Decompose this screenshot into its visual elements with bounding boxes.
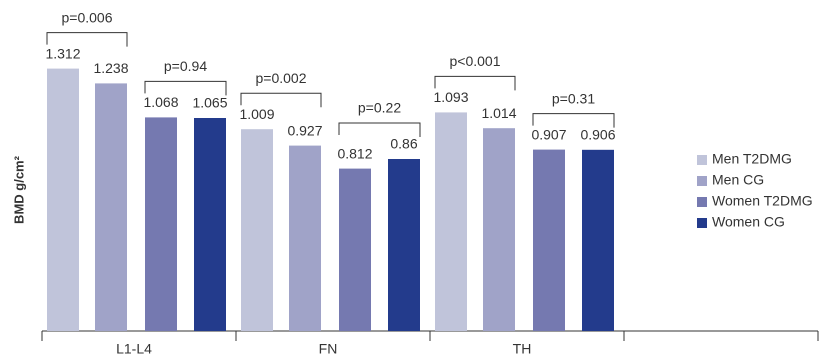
value-label: 1.238	[93, 60, 128, 76]
bar	[582, 149, 614, 331]
bar	[483, 128, 515, 331]
value-label: 0.906	[580, 127, 615, 143]
significance-bracket	[532, 113, 615, 128]
value-label: 1.014	[481, 105, 516, 121]
bar	[289, 145, 321, 331]
legend-swatch	[697, 197, 707, 207]
legend-label: Men T2DMG	[712, 151, 792, 167]
p-value-annotation: p=0.002	[256, 70, 307, 86]
p-value-annotation: p=0.31	[552, 90, 595, 106]
bar	[241, 129, 273, 331]
x-tick-label: L1-L4	[116, 341, 152, 357]
x-tick-label: TH	[513, 341, 532, 357]
p-value-annotation: p=0.006	[62, 9, 113, 25]
bar	[194, 118, 226, 331]
significance-bracket	[338, 122, 421, 137]
value-label: 1.093	[433, 89, 468, 105]
significance-bracket	[46, 32, 128, 47]
value-label: 1.068	[143, 94, 178, 110]
y-axis-label: BMD g/cm²	[11, 155, 26, 224]
significance-bracket	[144, 80, 227, 96]
bar	[145, 117, 177, 332]
value-label: 0.812	[337, 145, 372, 161]
x-tick-label: FN	[319, 341, 338, 357]
value-label: 1.065	[192, 95, 227, 111]
bar	[388, 159, 420, 331]
bar	[47, 68, 79, 331]
value-label: 1.312	[45, 45, 80, 61]
significance-bracket	[434, 75, 516, 91]
legend-label: Men CG	[712, 172, 764, 188]
significance-bracket	[240, 92, 322, 108]
legend-label: Women T2DMG	[712, 193, 813, 209]
legend-swatch	[697, 218, 707, 228]
bar	[95, 83, 127, 332]
p-value-annotation: p=0.22	[358, 100, 401, 116]
bar	[339, 168, 371, 331]
value-label: 0.927	[287, 122, 322, 138]
value-label: 1.009	[239, 106, 274, 122]
value-label: 0.86	[390, 136, 417, 152]
bar	[533, 149, 565, 331]
legend-swatch	[697, 155, 707, 165]
legend-label: Women CG	[712, 214, 785, 230]
bar	[435, 112, 467, 332]
legend-swatch	[697, 176, 707, 186]
p-value-annotation: p<0.001	[450, 53, 501, 69]
value-label: 0.907	[531, 126, 566, 142]
p-value-annotation: p=0.94	[164, 58, 207, 74]
